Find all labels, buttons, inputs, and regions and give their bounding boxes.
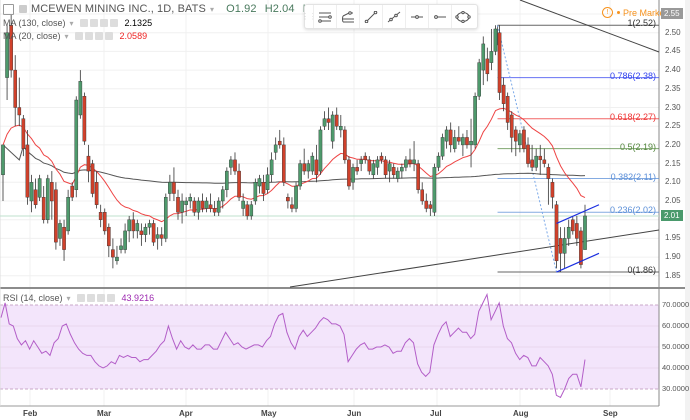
horizontal-line-tool-button[interactable] bbox=[405, 5, 428, 28]
descending-trend-line[interactable] bbox=[519, 0, 660, 53]
time-tick-label: Sep bbox=[603, 409, 618, 418]
top-price-tag: 2.55 bbox=[661, 8, 683, 19]
parallel-channel-icon bbox=[318, 12, 332, 23]
status-dot-icon bbox=[617, 11, 620, 14]
ray-tool-button[interactable] bbox=[382, 5, 405, 28]
time-tick-label: Mar bbox=[97, 409, 112, 418]
premarket-indicator[interactable]: ! Pre Market bbox=[602, 7, 667, 18]
rsi-dropdown-icon[interactable]: ▾ bbox=[66, 293, 71, 303]
time-tick-label: Jul bbox=[430, 409, 442, 418]
fib-level-label: 0.382(2.11) bbox=[610, 171, 656, 182]
ellipse-icon bbox=[455, 10, 471, 23]
sma-remove-icon[interactable] bbox=[109, 19, 118, 27]
sma-visibility-icon[interactable] bbox=[89, 19, 98, 27]
ema-more-icon[interactable] bbox=[94, 32, 103, 40]
price-tick-label: 2.10 bbox=[665, 177, 681, 187]
price-tick-label: 2.35 bbox=[665, 83, 681, 93]
sma-130-line[interactable] bbox=[2, 144, 586, 184]
ema-remove-icon[interactable] bbox=[104, 32, 113, 40]
rsi-legend: RSI (14, close) ▾ 43.9216 bbox=[0, 293, 154, 303]
channel-lower-line[interactable] bbox=[556, 252, 600, 273]
pitchfork-icon bbox=[342, 10, 354, 22]
rsi-visibility-icon[interactable] bbox=[86, 294, 95, 302]
symbol-title[interactable]: MCEWEN MINING INC., 1D, BATS bbox=[31, 3, 206, 15]
sma-settings-icon[interactable] bbox=[79, 19, 88, 27]
ema-legend: MA (20, close) ▾ 2.0589 bbox=[0, 31, 147, 41]
price-tick-label: 1.85 bbox=[665, 270, 681, 280]
time-tick-label: May bbox=[261, 409, 277, 418]
price-tick-label: 2.05 bbox=[665, 196, 681, 205]
rsi-settings-icon[interactable] bbox=[76, 294, 85, 302]
parallel-channel-tool-button[interactable] bbox=[313, 5, 336, 28]
rsi-tick-label: 30.0000 bbox=[662, 384, 690, 393]
candlestick-series[interactable] bbox=[1, 14, 587, 273]
sma-dropdown-icon[interactable]: ▾ bbox=[69, 18, 74, 28]
time-tick-label: Jun bbox=[347, 409, 362, 418]
channel-upper-line[interactable] bbox=[556, 204, 600, 224]
rsi-line[interactable] bbox=[0, 292, 586, 399]
ema-value: 2.0589 bbox=[119, 31, 148, 41]
ascending-trend-line[interactable] bbox=[289, 229, 660, 288]
price-tick-label: 1.90 bbox=[665, 252, 681, 262]
sma-more-icon[interactable] bbox=[99, 19, 108, 27]
symbol-dropdown-icon[interactable]: ▾ bbox=[209, 4, 215, 14]
ema-dropdown-icon[interactable]: ▾ bbox=[64, 31, 69, 41]
rsi-remove-icon[interactable] bbox=[106, 294, 115, 302]
price-tick-label: 2.15 bbox=[665, 158, 681, 168]
ema-settings-icon[interactable] bbox=[74, 32, 83, 40]
sma-value: 2.1325 bbox=[124, 18, 153, 28]
fib-level-label: 0.618(2.27) bbox=[609, 111, 656, 122]
horizontal-ray-tool-button[interactable] bbox=[428, 5, 451, 28]
trend-line-tool-button[interactable] bbox=[359, 5, 382, 28]
sma-legend: MA (130, close) ▾ 2.1325 bbox=[0, 18, 152, 28]
ellipse-tool-button[interactable] bbox=[451, 5, 474, 28]
last-price-tag: 2.01 bbox=[661, 209, 683, 221]
open-value: O1.92 bbox=[226, 3, 257, 15]
alert-icon: ! bbox=[602, 7, 613, 18]
rsi-tick-label: 60.0000 bbox=[662, 321, 690, 330]
rsi-tick-label: 70.0000 bbox=[662, 300, 690, 309]
ray-icon bbox=[387, 11, 401, 22]
ma-20-line[interactable] bbox=[2, 107, 586, 223]
collapse-icon[interactable] bbox=[3, 3, 14, 15]
fib-level-label: 0(1.86) bbox=[627, 265, 656, 276]
ema-visibility-icon[interactable] bbox=[84, 32, 93, 40]
time-tick-label: Aug bbox=[513, 409, 529, 418]
pitchfork-tool-button[interactable] bbox=[336, 5, 359, 28]
price-tick-label: 2.25 bbox=[665, 121, 681, 131]
fib-level-label: 0.5(2.19) bbox=[619, 141, 656, 152]
sma-label[interactable]: MA (130, close) bbox=[3, 18, 66, 28]
price-tick-label: 2.30 bbox=[665, 102, 681, 112]
price-tick-label: 2.40 bbox=[665, 65, 681, 75]
rsi-tick-label: 40.0000 bbox=[662, 363, 690, 372]
price-tick-label: 2.50 bbox=[665, 27, 681, 37]
fib-level-label: 0.786(2.38) bbox=[609, 70, 656, 81]
symbol-legend: MCEWEN MINING INC., 1D, BATS ▾ O1.92 H2.… bbox=[0, 3, 374, 15]
rsi-more-icon[interactable] bbox=[96, 294, 105, 302]
ema-label[interactable]: MA (20, close) bbox=[3, 31, 61, 41]
drag-handle-icon[interactable]: ⋮⋮ bbox=[301, 12, 317, 21]
horizontal-line-icon bbox=[411, 14, 423, 19]
price-tick-label: 1.95 bbox=[665, 233, 681, 243]
premarket-label: Pre Market bbox=[623, 7, 668, 18]
horizontal-ray-icon bbox=[434, 14, 446, 19]
visibility-icon[interactable] bbox=[19, 5, 27, 13]
rsi-tick-label: 50.0000 bbox=[662, 342, 690, 351]
high-value: H2.04 bbox=[264, 3, 295, 15]
price-tick-label: 2.45 bbox=[665, 46, 681, 56]
trend-line-icon bbox=[364, 10, 378, 23]
fib-level-label: 0.236(2.02) bbox=[609, 205, 656, 216]
fib-level-label: 1(2.52) bbox=[627, 18, 656, 29]
rsi-label[interactable]: RSI (14, close) bbox=[3, 293, 63, 303]
fibonacci-retracement[interactable] bbox=[497, 24, 659, 273]
drawing-toolbar: ⋮⋮ bbox=[301, 4, 478, 29]
time-tick-label: Feb bbox=[23, 409, 38, 418]
price-tick-label: 2.20 bbox=[665, 139, 681, 149]
rsi-value: 43.9216 bbox=[121, 293, 155, 303]
time-tick-label: Apr bbox=[179, 409, 193, 418]
